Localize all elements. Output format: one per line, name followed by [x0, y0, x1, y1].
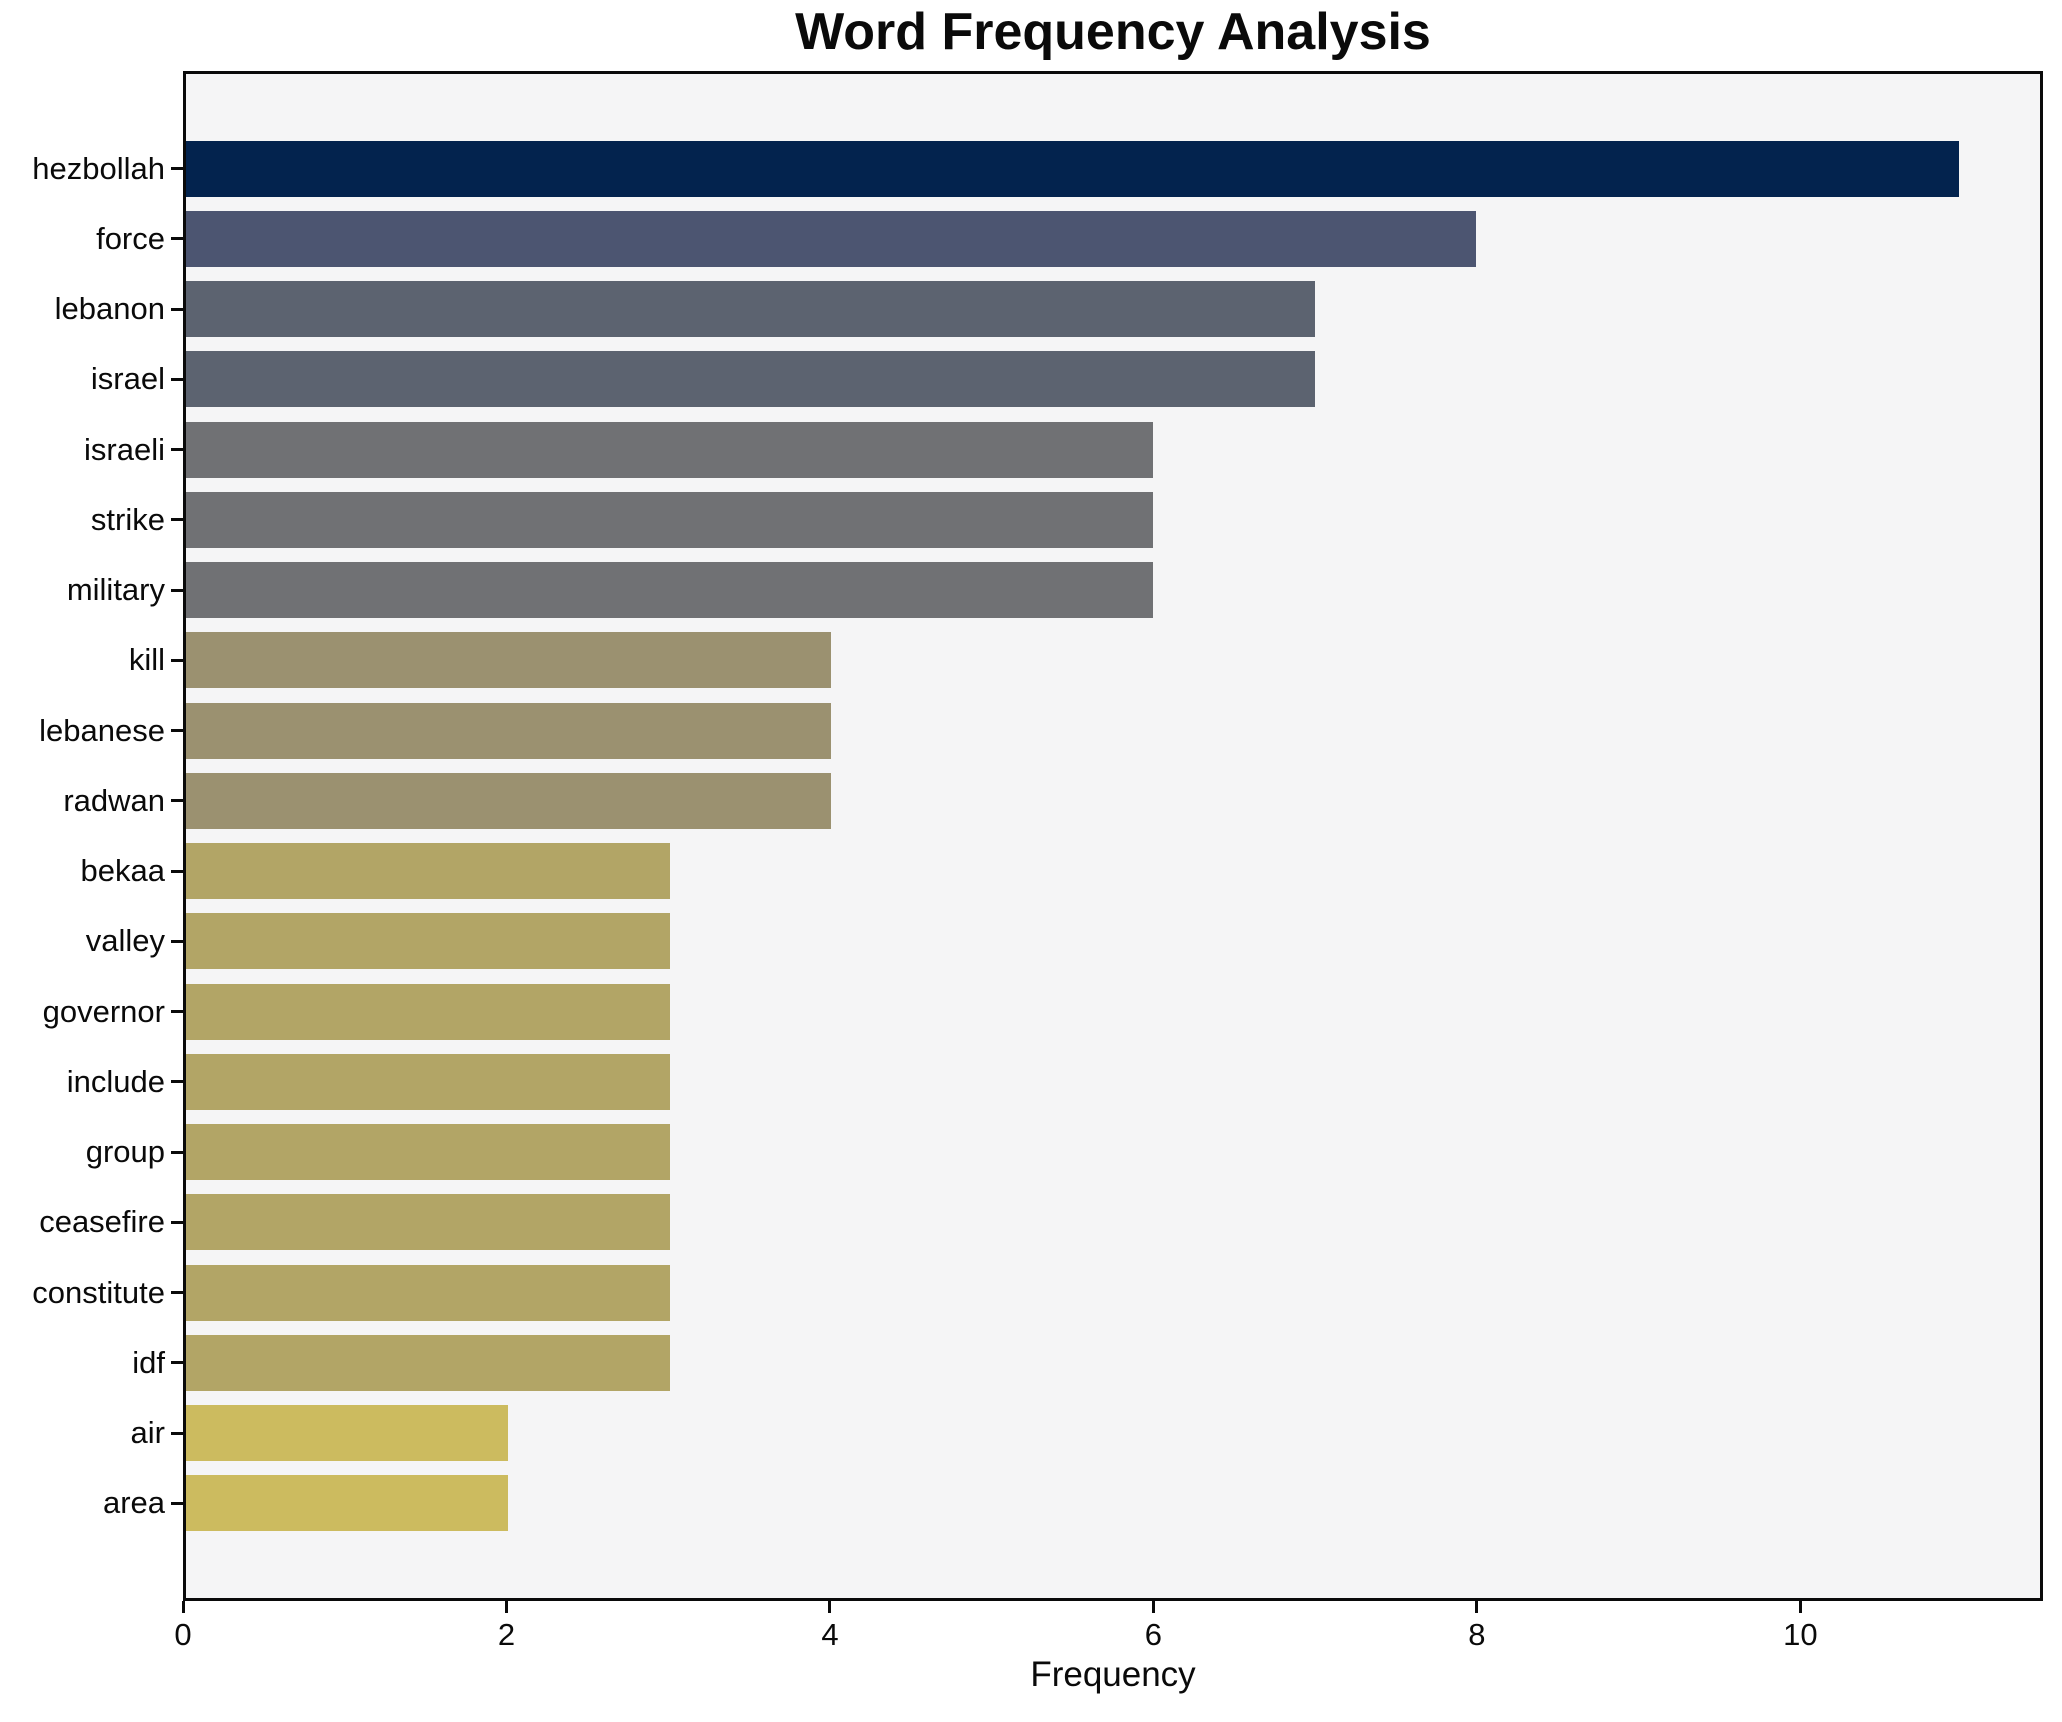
bar-idf — [186, 1334, 670, 1391]
category-label-force: force — [96, 220, 165, 256]
x-axis-label: Frequency — [1030, 1655, 1196, 1694]
bar-lebanon — [186, 281, 1315, 338]
bar-ceasefire — [186, 1194, 670, 1251]
x-tick-label: 2 — [497, 1617, 516, 1652]
bar-valley — [186, 913, 670, 970]
category-label-constitute: constitute — [32, 1274, 165, 1310]
x-tick-mark — [1151, 1601, 1155, 1613]
x-tick-mark — [504, 1601, 508, 1613]
chart-title: Word Frequency Analysis — [795, 3, 1431, 61]
y-tick-mark — [171, 588, 183, 592]
y-tick-mark — [171, 1501, 183, 1505]
y-tick-mark — [171, 1080, 183, 1084]
y-tick-mark — [171, 377, 183, 381]
category-label-bekaa: bekaa — [80, 853, 165, 889]
bar-israeli — [186, 421, 1154, 478]
bar-constitute — [186, 1264, 670, 1321]
bar-israel — [186, 351, 1315, 408]
y-tick-mark — [171, 518, 183, 522]
category-label-israeli: israeli — [84, 431, 165, 467]
bar-force — [186, 210, 1476, 267]
y-tick-mark — [171, 1431, 183, 1435]
x-tick-label: 0 — [174, 1617, 192, 1652]
x-tick-mark — [181, 1601, 185, 1613]
x-tick-label: 6 — [1144, 1617, 1163, 1652]
x-tick-mark — [1798, 1601, 1802, 1613]
category-label-israel: israel — [90, 361, 165, 397]
category-label-include: include — [66, 1063, 165, 1099]
y-tick-mark — [171, 1220, 183, 1224]
bar-strike — [186, 491, 1154, 548]
y-tick-mark — [171, 237, 183, 241]
category-label-kill: kill — [128, 642, 165, 678]
category-label-lebanon: lebanon — [54, 291, 165, 327]
y-tick-mark — [171, 1361, 183, 1365]
bar-lebanese — [186, 702, 831, 759]
y-tick-mark — [171, 448, 183, 452]
category-label-ceasefire: ceasefire — [39, 1204, 165, 1240]
category-label-governor: governor — [42, 993, 165, 1029]
bar-bekaa — [186, 843, 670, 900]
bar-military — [186, 562, 1154, 619]
bar-air — [186, 1405, 509, 1462]
y-tick-mark — [171, 869, 183, 873]
category-label-hezbollah: hezbollah — [32, 150, 165, 186]
y-tick-mark — [171, 939, 183, 943]
category-label-group: group — [85, 1134, 165, 1170]
bar-group — [186, 1124, 670, 1181]
y-tick-mark — [171, 1150, 183, 1154]
bar-radwan — [186, 772, 831, 829]
category-label-radwan: radwan — [63, 782, 165, 818]
bar-area — [186, 1475, 509, 1532]
y-tick-mark — [171, 729, 183, 733]
x-tick-label: 10 — [1783, 1617, 1818, 1652]
y-tick-mark — [171, 658, 183, 662]
bar-kill — [186, 632, 831, 689]
x-tick-label: 4 — [821, 1617, 839, 1652]
y-tick-mark — [171, 799, 183, 803]
y-tick-mark — [171, 1291, 183, 1295]
y-tick-mark — [171, 1010, 183, 1014]
x-tick-mark — [1475, 1601, 1479, 1613]
category-label-idf: idf — [132, 1344, 165, 1380]
x-tick-mark — [828, 1601, 832, 1613]
category-label-military: military — [66, 572, 165, 608]
bar-include — [186, 1053, 670, 1110]
category-label-area: area — [102, 1485, 165, 1521]
bar-hezbollah — [186, 140, 1960, 197]
plot-area — [183, 71, 2043, 1601]
x-tick-label: 8 — [1468, 1617, 1486, 1652]
category-label-valley: valley — [85, 923, 165, 959]
bar-governor — [186, 983, 670, 1040]
category-label-strike: strike — [90, 501, 165, 537]
y-tick-mark — [171, 307, 183, 311]
category-label-lebanese: lebanese — [39, 712, 165, 748]
y-tick-mark — [171, 167, 183, 171]
category-label-air: air — [130, 1415, 165, 1451]
